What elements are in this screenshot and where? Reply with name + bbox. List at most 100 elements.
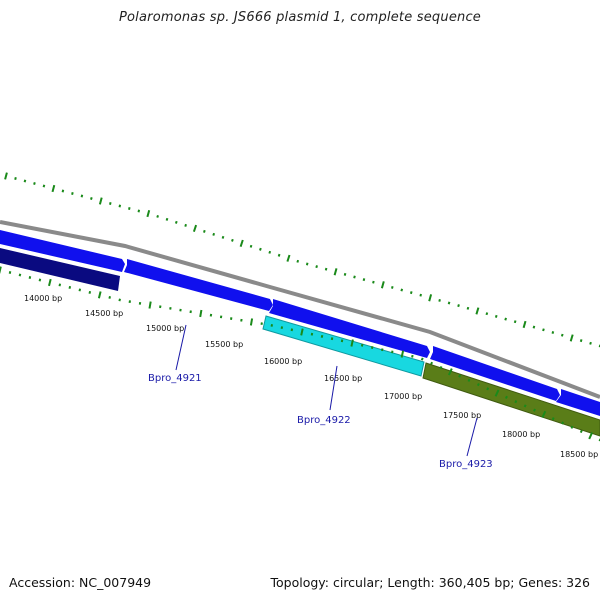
tick-mark [330, 337, 334, 341]
tick-mark [137, 209, 141, 213]
tick-mark [476, 383, 480, 387]
gene-bpro-4923[interactable] [422, 362, 600, 437]
tick-mark [438, 298, 441, 302]
scale-label-17500: 17500 bp [443, 411, 481, 420]
gene-label-bpro-4921[interactable]: Bpro_4921 [148, 373, 202, 384]
tick-mark [494, 389, 500, 397]
tick-mark [350, 339, 354, 347]
tick-mark [380, 281, 385, 289]
tick-mark [324, 267, 328, 271]
tick-mark [458, 374, 462, 378]
tick-mark [68, 285, 72, 289]
tick-mark [340, 339, 344, 343]
tick-mark [290, 328, 294, 332]
scale-label-14000: 14000 bp [24, 294, 62, 303]
tick-mark [542, 328, 545, 332]
tick-mark [277, 253, 281, 257]
tick-mark [333, 268, 338, 276]
inner-tick-ring [0, 266, 600, 442]
tick-mark [0, 266, 2, 274]
tick-mark [315, 265, 318, 269]
tick-mark [156, 215, 159, 218]
tick-mark [165, 217, 169, 221]
forward-gene-4[interactable] [430, 346, 560, 401]
tick-mark [8, 271, 12, 274]
tick-mark [61, 189, 65, 193]
tick-mark [71, 192, 74, 195]
tick-mark [90, 197, 93, 200]
tick-mark [551, 331, 555, 334]
scale-label-18500: 18500 bp [560, 450, 598, 459]
tick-mark [439, 365, 443, 370]
gene-label-bpro-4922[interactable]: Bpro_4922 [297, 415, 351, 426]
tick-mark [457, 304, 460, 308]
tick-mark [128, 207, 131, 210]
tick-mark [561, 421, 565, 425]
tick-mark [4, 172, 8, 180]
tick-mark [192, 224, 198, 233]
tick-mark [447, 301, 451, 305]
tick-mark [42, 184, 46, 188]
tick-mark [305, 262, 309, 266]
scale-label-16500: 16500 bp [324, 374, 362, 383]
tick-mark [118, 204, 122, 208]
accession-text: Accession: NC_007949 [9, 575, 152, 590]
tick-mark [400, 288, 404, 292]
tick-mark [588, 432, 594, 440]
tick-mark [221, 235, 225, 239]
tick-mark [522, 320, 527, 329]
tick-mark [579, 429, 583, 433]
leader-line-bpro-4921 [175, 324, 187, 371]
tick-mark [239, 239, 244, 248]
tick-mark [360, 343, 364, 347]
tick-mark [533, 408, 536, 412]
tick-mark [212, 232, 216, 236]
tick-mark [38, 278, 42, 282]
tick-mark [108, 295, 111, 299]
tick-mark [118, 298, 121, 302]
tick-mark [296, 259, 300, 263]
tick-mark [409, 291, 413, 295]
scale-label-15000: 15000 bp [146, 324, 184, 333]
gene-label-bpro-4923[interactable]: Bpro_4923 [439, 459, 493, 470]
forward-gene-2[interactable] [124, 259, 273, 311]
tick-mark [88, 290, 92, 294]
tick-mark [18, 273, 22, 277]
tick-mark [504, 395, 508, 399]
tick-mark [14, 177, 17, 180]
tick-mark [280, 326, 284, 330]
tick-mark [310, 332, 314, 336]
tick-mark [184, 223, 187, 227]
tick-mark [513, 320, 517, 324]
tick-mark [33, 182, 36, 185]
tick-mark [209, 313, 213, 317]
forward-gene-5[interactable] [556, 389, 600, 416]
tick-mark [249, 244, 253, 248]
tick-mark [428, 294, 433, 302]
tick-mark [494, 314, 498, 318]
tick-mark [419, 293, 422, 297]
forward-gene-3[interactable] [269, 299, 430, 358]
gene-bpro-4922[interactable] [262, 315, 425, 377]
tick-mark [174, 220, 178, 224]
tick-mark [400, 350, 405, 358]
tick-mark [579, 339, 583, 343]
tick-mark [146, 209, 151, 218]
tick-mark [372, 280, 375, 284]
tick-mark [420, 357, 424, 361]
reverse-gene-dark[interactable] [0, 248, 120, 291]
tick-mark [259, 247, 262, 251]
tick-mark [485, 312, 489, 316]
tick-mark [504, 317, 507, 321]
tick-mark [523, 404, 527, 408]
tick-mark [268, 250, 272, 254]
tick-mark [80, 194, 84, 198]
scale-label-18000: 18000 bp [502, 430, 540, 439]
tick-mark [270, 323, 274, 327]
tick-mark [430, 361, 434, 365]
tick-mark [362, 278, 366, 282]
forward-gene-1[interactable] [0, 230, 125, 272]
tick-mark [447, 368, 453, 376]
tick-mark [148, 301, 152, 309]
